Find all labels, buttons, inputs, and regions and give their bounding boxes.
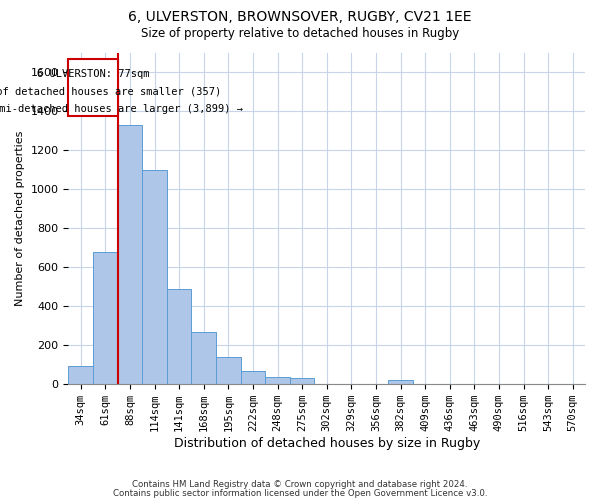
Bar (167, 288, 191, 384)
Y-axis label: Number of detached properties: Number of detached properties (15, 130, 25, 306)
Bar (118, 124, 142, 384)
Bar (93, 252, 118, 384)
Bar (216, 357, 241, 384)
Bar (68, 366, 93, 384)
Text: 6 ULVERSTON: 77sqm: 6 ULVERSTON: 77sqm (37, 68, 149, 78)
Text: Contains public sector information licensed under the Open Government Licence v3: Contains public sector information licen… (113, 488, 487, 498)
X-axis label: Distribution of detached houses by size in Rugby: Distribution of detached houses by size … (173, 437, 480, 450)
Bar (142, 170, 167, 384)
Text: 6, ULVERSTON, BROWNSOVER, RUGBY, CV21 1EE: 6, ULVERSTON, BROWNSOVER, RUGBY, CV21 1E… (128, 10, 472, 24)
Text: Contains HM Land Registry data © Crown copyright and database right 2024.: Contains HM Land Registry data © Crown c… (132, 480, 468, 489)
Bar (241, 370, 265, 384)
Text: ← 8% of detached houses are smaller (357): ← 8% of detached houses are smaller (357… (0, 86, 221, 96)
Bar (68, 60, 118, 116)
Bar (265, 378, 290, 384)
Bar (388, 380, 413, 384)
Text: Size of property relative to detached houses in Rugby: Size of property relative to detached ho… (141, 28, 459, 40)
Bar (191, 332, 216, 384)
Text: 91% of semi-detached houses are larger (3,899) →: 91% of semi-detached houses are larger (… (0, 104, 243, 114)
Bar (290, 378, 314, 384)
